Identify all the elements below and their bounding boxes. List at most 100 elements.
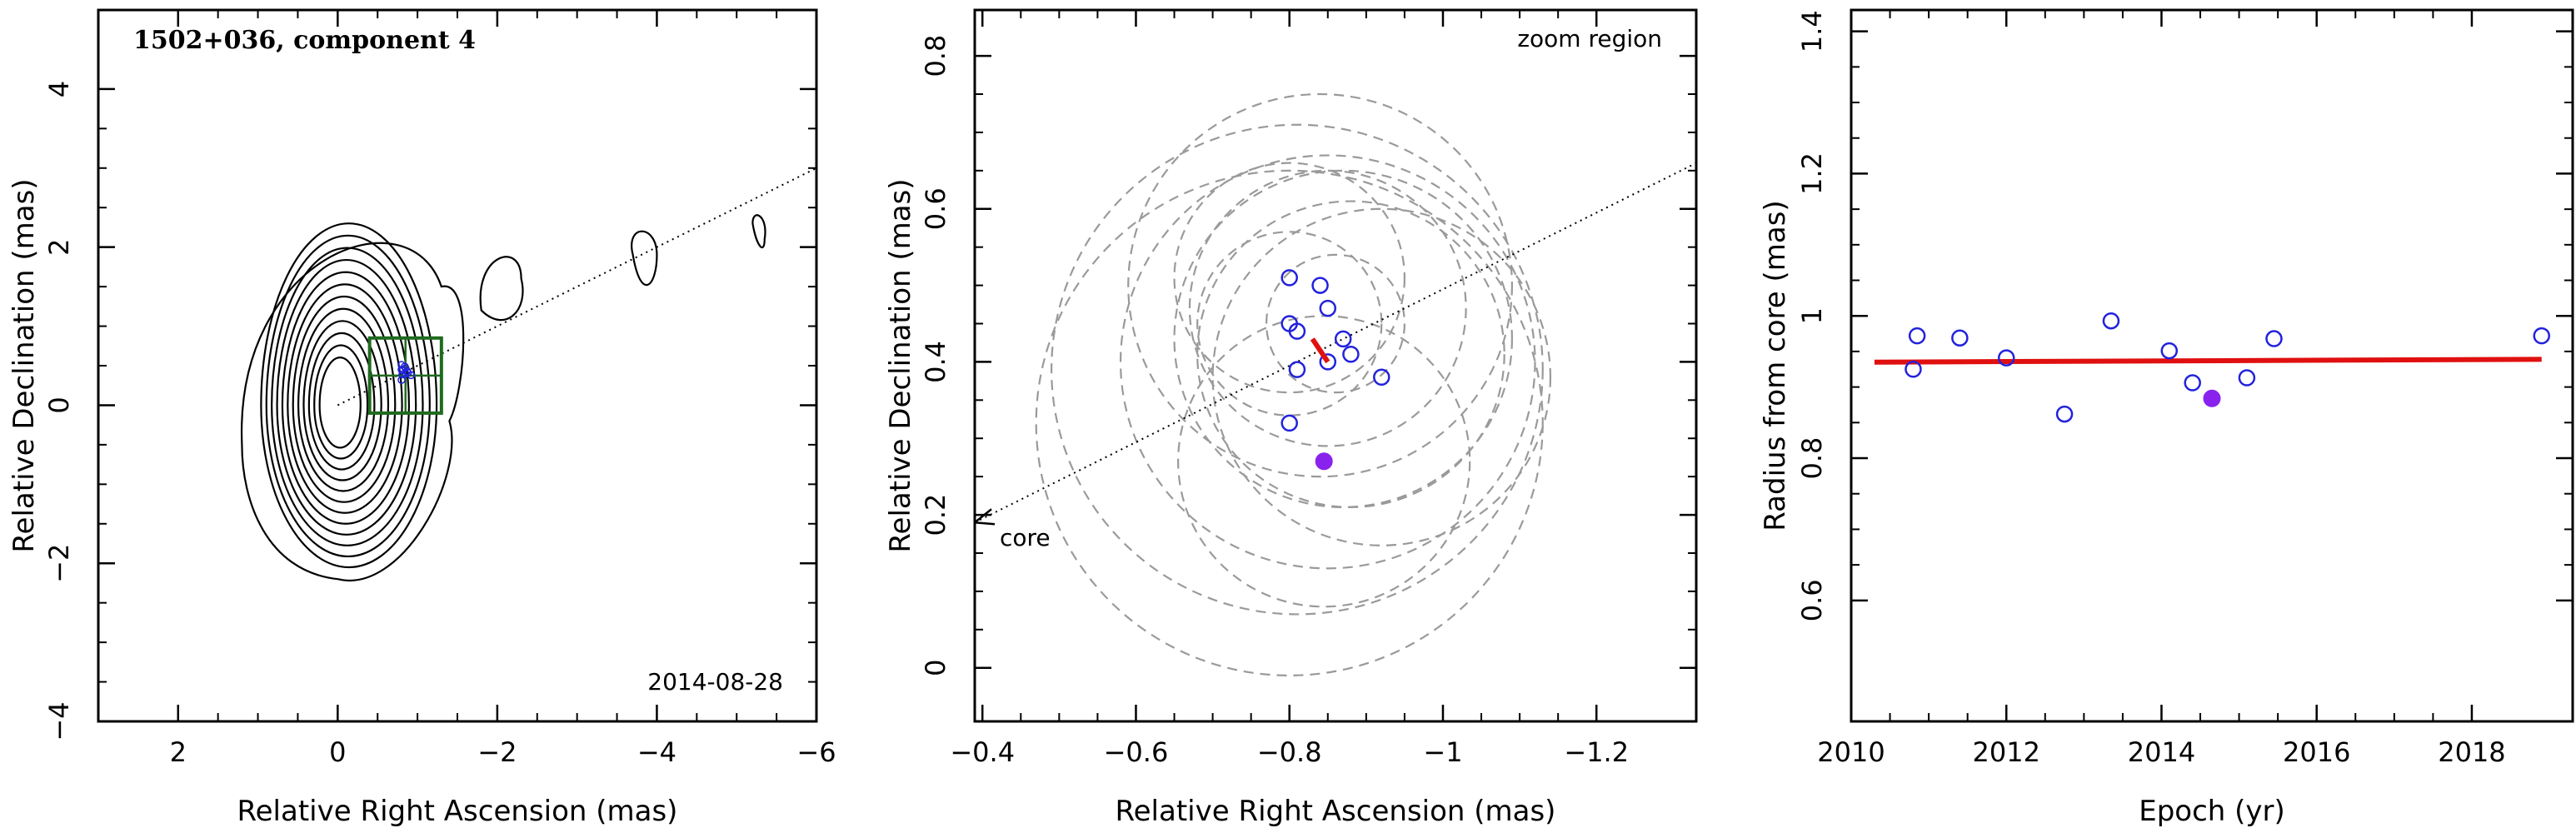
x-tick-label: −0.4: [950, 736, 1015, 768]
core-arrow: [975, 508, 996, 526]
jet-direction-line: [337, 167, 816, 407]
motion-vector-line: [1310, 337, 1330, 364]
y-tick-label: 2: [43, 238, 75, 255]
component-point: [401, 369, 410, 378]
contour-level: [287, 283, 403, 514]
contour-level: [271, 247, 424, 546]
y-axis-label: Relative Declination (mas): [7, 178, 41, 552]
error-circle: [1051, 123, 1544, 616]
y-tick-label: −2: [43, 544, 75, 583]
y-tick-label: 4: [43, 81, 75, 97]
x-tick-label: 2018: [2438, 736, 2505, 768]
y-ticks: 0.6 0.8 1 1.2 1.4: [1796, 10, 2573, 621]
contour-map: [241, 214, 766, 582]
radius-point: [1905, 361, 1922, 378]
x-tick-label: 2014: [2128, 736, 2195, 768]
panel-contour-map: 2 0 −2 −4 −6 −4 −2 0 2 4 1502+036, component 4 2…: [7, 8, 836, 828]
error-circle: [1188, 169, 1467, 447]
y-axis-label: Relative Declination (mas): [884, 178, 917, 552]
error-circles: [1035, 92, 1552, 677]
y-ticks: 0 0.2 0.4 0.6 0.8: [920, 35, 1696, 676]
contour-level: [318, 357, 362, 449]
contour-level: [297, 307, 390, 492]
error-circle: [1211, 207, 1552, 546]
plot-frame: [97, 8, 818, 723]
x-tick-label: −4: [637, 736, 676, 768]
highlight-point: [1315, 452, 1333, 471]
component-point: [1288, 361, 1306, 378]
error-circle: [1173, 169, 1513, 508]
y-tick-label: 0.8: [1796, 437, 1828, 480]
zoom-region-label: zoom region: [1517, 25, 1662, 52]
component-point: [407, 371, 416, 380]
x-axis-label: Relative Right Ascension (mas): [1116, 795, 1556, 828]
fit-line: [1874, 357, 2542, 365]
component-points: [397, 361, 416, 384]
x-ticks: 2010 2012 2014 2016 2018: [1817, 10, 2506, 768]
error-circle: [1265, 253, 1406, 394]
y-tick-label: 0: [920, 660, 951, 676]
y-tick-label: −4: [43, 701, 75, 741]
radius-point: [2265, 330, 2283, 347]
error-circle: [1127, 92, 1513, 478]
jet-line: [975, 162, 1696, 524]
radius-point: [1951, 329, 1969, 347]
component-point: [1311, 277, 1329, 294]
contour-level: [313, 344, 369, 460]
highlight-point: [2203, 389, 2221, 407]
core-label: core: [1000, 524, 1051, 551]
x-tick-label: 2012: [1973, 736, 2040, 768]
component-point: [1334, 330, 1352, 348]
jet-knot: [751, 214, 766, 249]
y-tick-label: 0.8: [920, 35, 951, 77]
contour-level: [260, 222, 438, 568]
radius-point: [2184, 374, 2201, 392]
y-tick-label: 1.4: [1796, 10, 1828, 52]
x-axis-label: Epoch (yr): [2139, 795, 2285, 828]
component-point: [1342, 345, 1360, 363]
x-tick-label: −0.8: [1257, 736, 1322, 768]
panel-title: 1502+036, component 4: [133, 26, 476, 55]
error-circle: [1035, 169, 1544, 677]
component-point: [397, 365, 406, 374]
y-ticks: −4 −2 0 2 4: [43, 81, 816, 741]
plot-frame: [1850, 8, 2574, 723]
jet-knot: [631, 230, 658, 287]
contour-level: [302, 320, 382, 481]
contour-level: [307, 332, 376, 471]
y-tick-label: 0.2: [920, 494, 951, 536]
component-point: [398, 370, 407, 379]
component-point: [397, 376, 406, 384]
panel-radius-vs-epoch: 2010 2012 2014 2016 2018 0.6 0.8 1 1.2 1.4 Epoch…: [1759, 8, 2574, 828]
error-circle: [1196, 231, 1383, 416]
x-tick-label: −1: [1423, 736, 1462, 768]
y-tick-label: 0.6: [920, 187, 951, 230]
component-point: [1373, 368, 1390, 387]
epoch-label: 2014-08-28: [647, 668, 783, 696]
radius-point: [2055, 405, 2074, 423]
plot-frame: [973, 8, 1698, 723]
x-axis-label: Relative Right Ascension (mas): [237, 795, 678, 828]
radius-point: [2238, 369, 2256, 387]
y-tick-label: 0: [43, 397, 75, 413]
jet-knot: [479, 256, 524, 322]
x-tick-label: −1.2: [1564, 736, 1629, 768]
contour-outer: [241, 242, 465, 582]
motion-vector: [1310, 337, 1330, 364]
highlight-point-marker: [2203, 389, 2221, 407]
radius-points: [1905, 312, 2551, 423]
radius-point: [2533, 327, 2551, 345]
error-circle: [1196, 200, 1505, 508]
y-tick-label: 0.6: [1796, 579, 1828, 621]
x-tick-label: −0.6: [1104, 736, 1169, 768]
radius-point: [1908, 327, 1926, 345]
x-tick-label: −6: [796, 736, 836, 768]
contour-level: [265, 235, 431, 557]
y-axis-label: Radius from core (mas): [1759, 200, 1792, 531]
x-tick-label: −2: [477, 736, 517, 768]
x-tick-label: 0: [329, 736, 346, 768]
error-circle: [1173, 162, 1406, 394]
contour-level: [281, 271, 410, 525]
component-point: [1288, 322, 1306, 340]
